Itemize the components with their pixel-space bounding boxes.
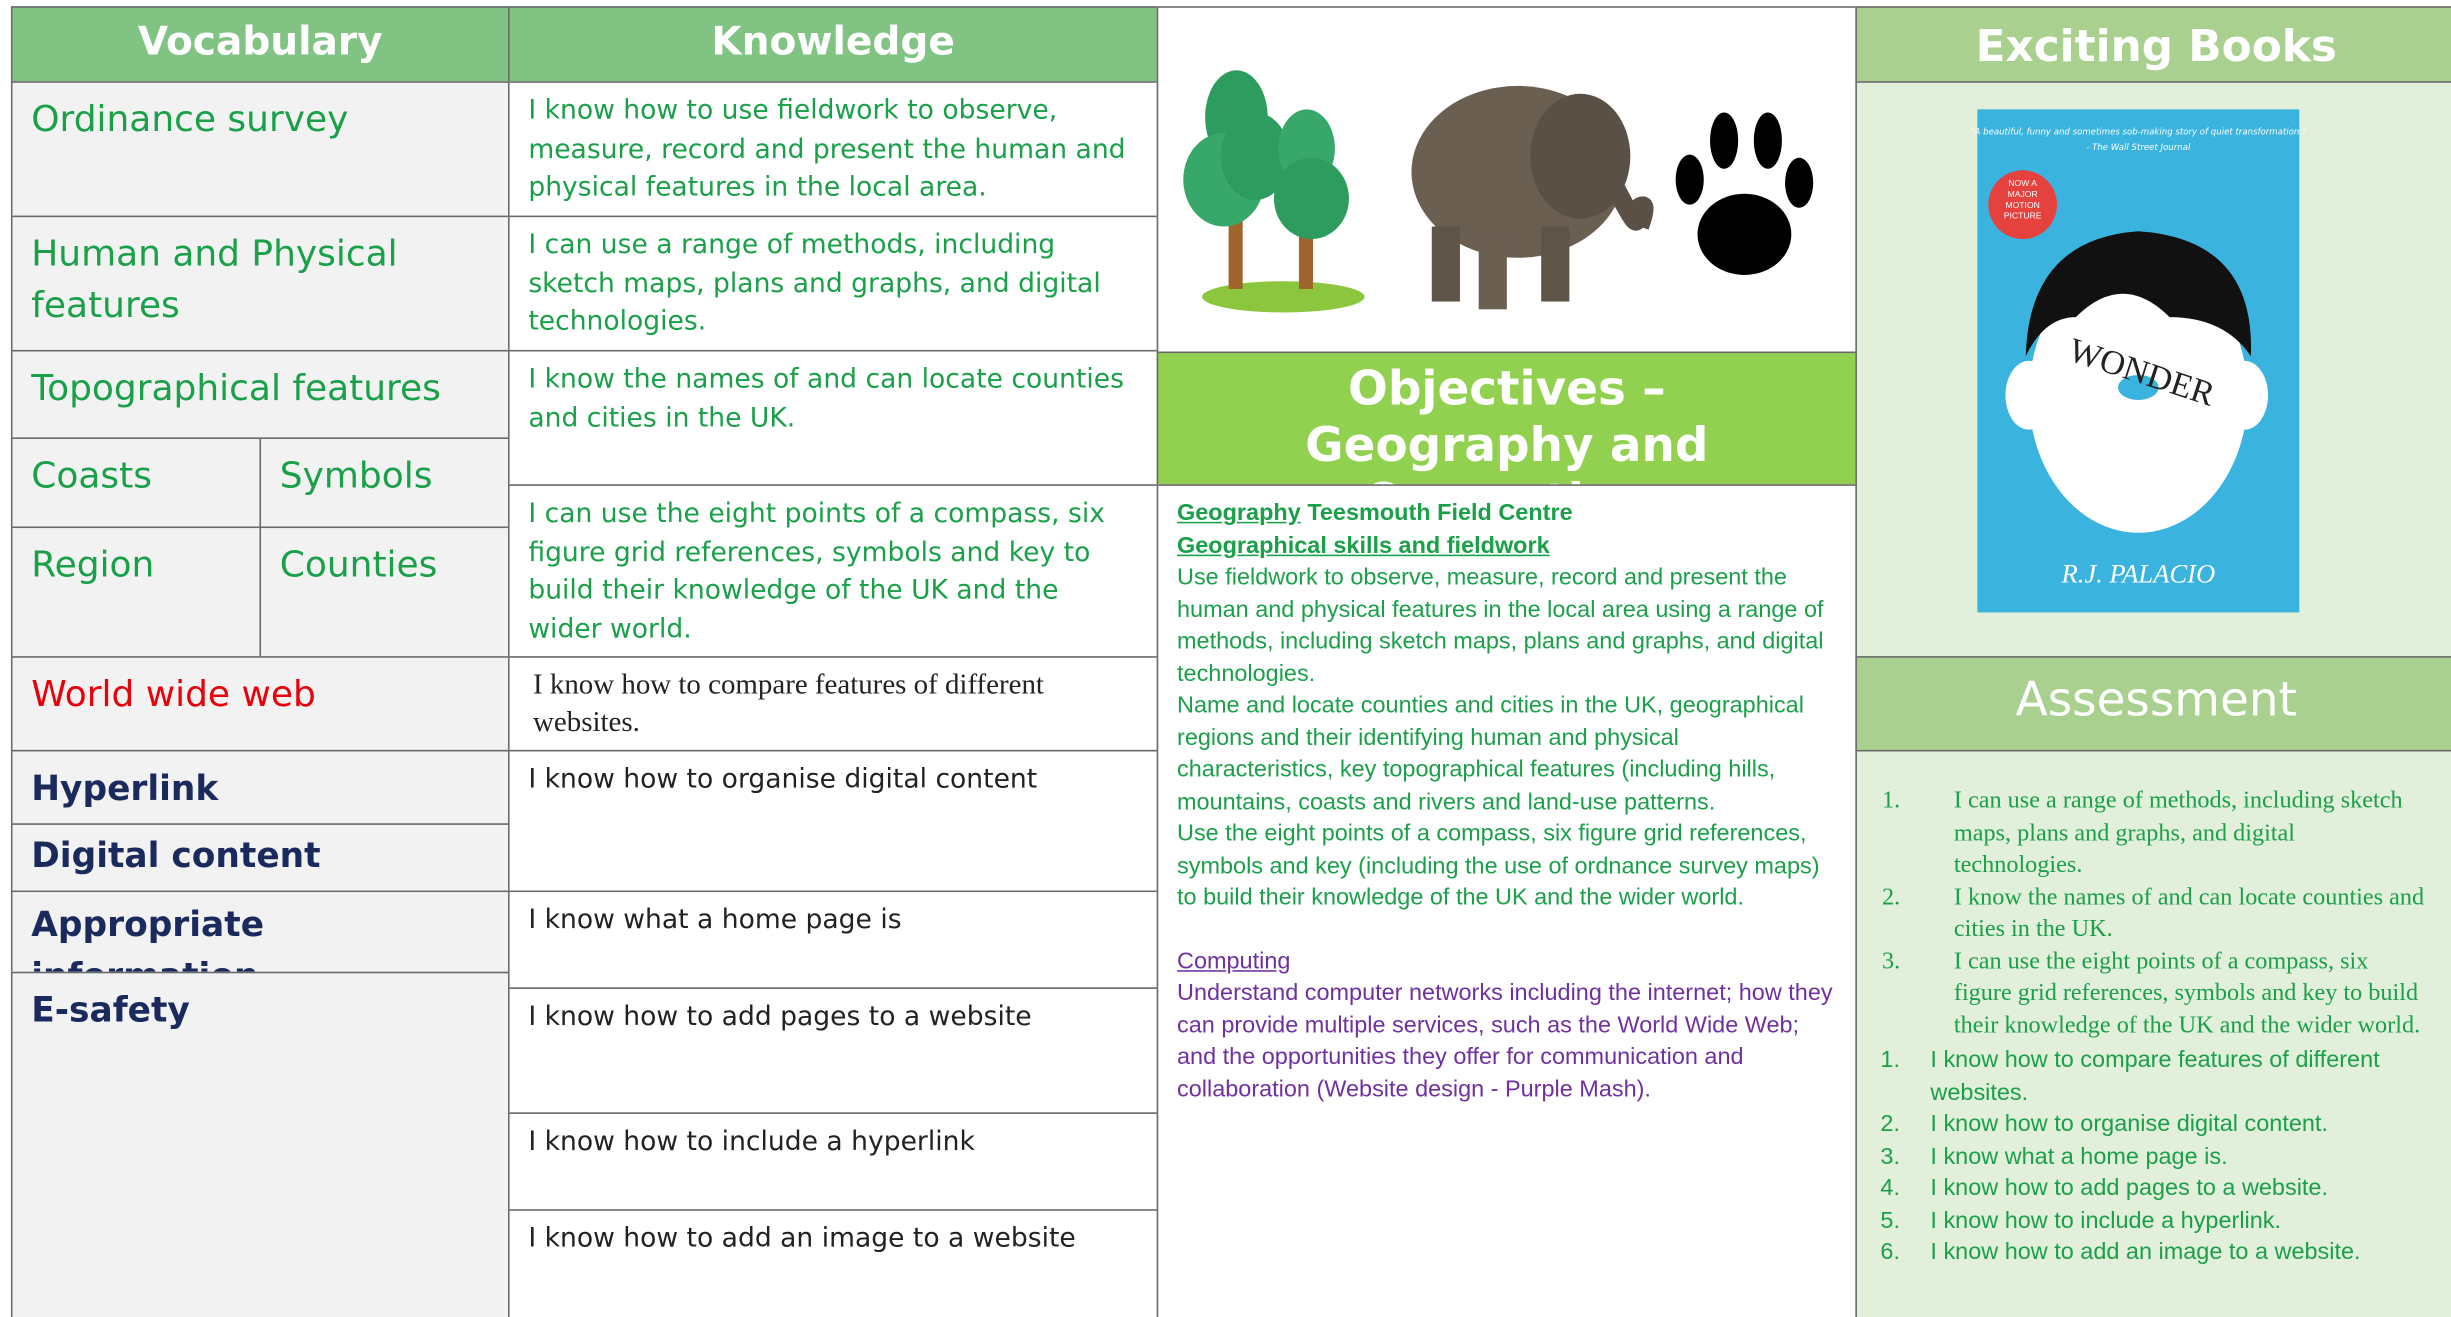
geography-line: Geography Teesmouth Field Centre [1177,498,1837,530]
book-panel: "A beautiful, funny and sometimes sob-ma… [1855,81,2451,658]
books-header: Exciting Books [1855,6,2451,83]
item-text: I know how to add an image to a website. [1930,1238,2361,1266]
geography-place: Teesmouth Field Centre [1307,499,1573,527]
objective-text: Use the eight points of a compass, six f… [1177,820,1820,911]
paw-print [1675,112,1814,275]
vocab-term: World wide web [10,656,510,752]
item-text: I know how to include a hyperlink. [1930,1206,2282,1234]
assessment-header: Assessment [1855,656,2451,752]
vocab-term: Region [10,526,262,658]
topic-images [1156,6,1857,354]
vocab-term: Counties [259,526,510,658]
knowledge-statement: I can use the eight points of a compass,… [508,484,1159,658]
geography-heading: Geography [1177,499,1301,527]
assessment-item: 5. I know how to include a hyperlink. [1880,1205,2436,1237]
item-text: I know how to add pages to a website. [1930,1174,2328,1202]
knowledge-statement: I can use a range of methods, including … [508,215,1159,352]
objectives-body: Geography Teesmouth Field Centre Geograp… [1156,484,1857,1317]
item-number: 2. [1880,1110,1900,1138]
illustrations [1183,70,1814,313]
vocab-term: E-safety [10,971,510,1317]
vocab-term: Symbols [259,437,510,529]
item-text: I know the names of and can locate count… [1953,883,2425,943]
item-number: 1. [1881,787,1901,814]
item-text: I know how to compare features of differ… [1930,1046,2380,1106]
knowledge-statement: I know how to include a hyperlink [508,1112,1159,1211]
vocab-term: Topographical features [10,349,510,440]
vocab-term: Coasts [10,437,262,529]
vocabulary-header: Vocabulary [10,6,510,83]
vocab-term: Ordinance survey [10,81,510,218]
computing-heading: Computing [1177,947,1291,975]
item-number: 5. [1880,1206,1900,1234]
elephant [1411,85,1654,310]
computing-assessment: 1. I know how to compare features of diff… [1857,1042,2451,1269]
cover-author: R.J. PALACIO [2060,559,2215,589]
vocab-term: Appropriate information [10,890,510,974]
item-number: 1. [1880,1046,1900,1074]
vocab-term: Human and Physical features [10,215,510,352]
assessment-item: 3. I can use the eight points of a compas… [1882,946,2424,1042]
assessment-body: 1. I can use a range of methods, includin… [1855,749,2451,1317]
item-number: 6. [1880,1238,1900,1266]
knowledge-statement: I know how to organise digital content [508,749,1159,893]
geography-subheading: Geographical skills and fieldwork [1177,531,1550,559]
objective-text: Understand computer networks including t… [1177,979,1833,1103]
item-text: I know how to organise digital content. [1930,1110,2328,1138]
objective-text: Use fieldwork to observe, measure, recor… [1177,563,1824,687]
assessment-item: 1. I can use a range of methods, includin… [1882,786,2424,882]
knowledge-statement: I know what a home page is [508,890,1159,989]
assessment-item: 1. I know how to compare features of diff… [1880,1045,2436,1109]
knowledge-statement: I know how to use fieldwork to observe, … [508,81,1159,218]
item-text: I know what a home page is. [1930,1142,2228,1170]
knowledge-statement: I know how to add pages to a website [508,987,1159,1114]
item-number: 3. [1880,1142,1900,1170]
knowledge-statement: I know how to add an image to a website [508,1209,1159,1317]
assessment-item: 3. I know what a home page is. [1880,1141,2436,1173]
objectives-title: Objectives – Geography and Computing [1156,351,1857,486]
cover-badge-wrap: NOW A MAJOR MOTION PICTURE [2003,179,2042,222]
item-text: I can use the eight points of a compass,… [1953,947,2421,1039]
geography-assessment: 1. I can use a range of methods, includin… [1857,751,2451,1042]
knowledge-statement: I know the names of and can locate count… [508,349,1159,486]
vocab-term: Hyperlink [10,749,510,825]
book-cover: "A beautiful, funny and sometimes sob-ma… [1971,109,2306,613]
objective-text: Name and locate counties and cities in t… [1177,692,1804,815]
cover-badge: NOW A MAJOR MOTION PICTURE [2003,179,2042,222]
knowledge-header: Knowledge [508,6,1159,83]
item-number: 2. [1881,883,1901,911]
item-number: 4. [1880,1174,1900,1202]
item-text: I can use a range of methods, including … [1953,787,2403,879]
knowledge-statement: I know how to compare features of differ… [508,656,1159,752]
assessment-item: 2. I know the names of and can locate cou… [1882,882,2424,946]
assessment-item: 4. I know how to add pages to a website. [1880,1173,2436,1205]
cover-source: - The Wall Street Journal [2086,143,2191,153]
item-number: 3. [1881,947,1901,975]
vocab-term: Digital content [10,823,510,893]
assessment-item: 2. I know how to organise digital content… [1880,1109,2436,1141]
assessment-item: 6. I know how to add an image to a websit… [1880,1237,2436,1269]
cover-quote: "A beautiful, funny and sometimes sob-ma… [1971,127,2306,137]
trees [1183,70,1365,313]
